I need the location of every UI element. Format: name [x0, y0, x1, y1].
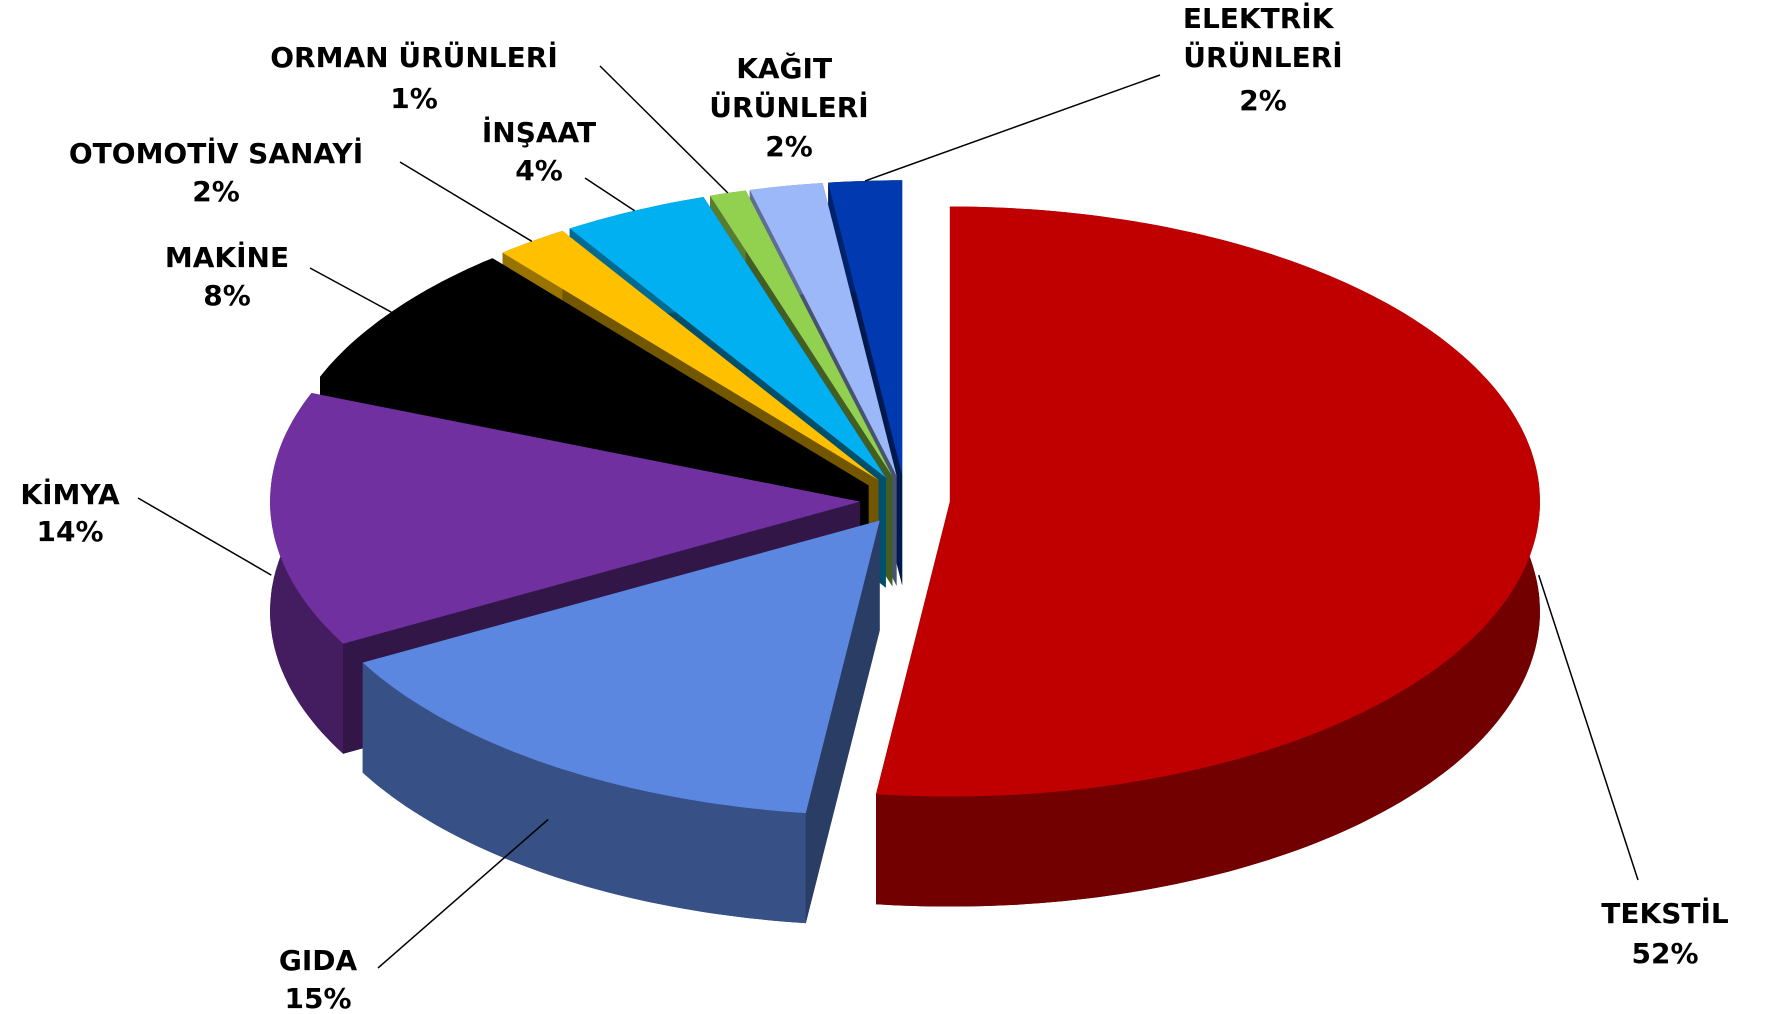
leader-line — [399, 161, 533, 242]
leader-line — [599, 65, 729, 194]
slice-label: GIDA — [279, 944, 358, 977]
slice-top — [502, 230, 879, 480]
leader-line — [864, 74, 1161, 182]
slice-top — [828, 180, 903, 476]
slice-top — [749, 183, 897, 476]
leader-line — [584, 177, 636, 212]
slice-value: 2% — [1239, 84, 1287, 117]
slice-top — [270, 393, 861, 644]
slice-top — [362, 520, 880, 814]
slice-value: 52% — [1631, 937, 1698, 970]
slice-label: MAKİNE — [165, 240, 289, 274]
leader-line — [309, 267, 392, 313]
slice-value: 15% — [284, 982, 351, 1014]
slice-top — [710, 190, 893, 477]
slice-value: 14% — [36, 515, 103, 548]
slice-value: 2% — [192, 175, 240, 208]
slice-top — [320, 258, 869, 486]
slice-value: 8% — [203, 279, 251, 312]
slice-label: ELEKTRİK ÜRÜNLERİ — [1183, 1, 1343, 74]
slice — [876, 206, 1540, 907]
slice-label: TEKSTİL — [1601, 896, 1729, 930]
slice-label: OTOMOTİV SANAYİ — [69, 136, 363, 170]
slice-top — [569, 197, 886, 478]
slice-value: 4% — [515, 154, 563, 187]
leader-line — [377, 818, 549, 969]
slice-label: İNŞAAT — [482, 115, 596, 149]
slice — [362, 520, 880, 924]
slice-label: KİMYA — [20, 477, 120, 511]
slice-label: KAĞIT ÜRÜNLERİ — [709, 51, 868, 124]
slice-value: 2% — [765, 130, 813, 163]
slice-wall — [362, 662, 806, 924]
leader-line — [137, 497, 272, 576]
slice-value: 1% — [390, 82, 438, 115]
slice-label: ORMAN ÜRÜNLERİ — [270, 40, 558, 74]
slice-top — [876, 206, 1540, 797]
leader-line — [1537, 574, 1639, 881]
